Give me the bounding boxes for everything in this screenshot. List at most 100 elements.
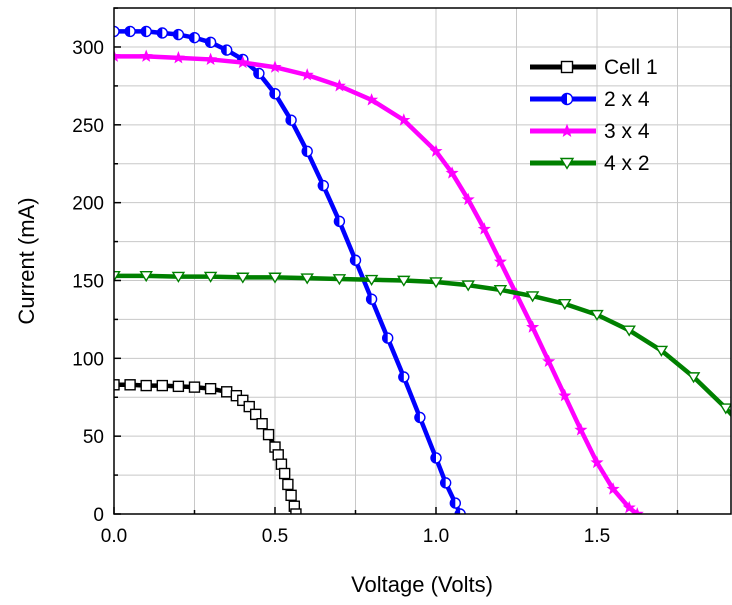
data-point-fill — [455, 509, 461, 514]
data-point — [654, 345, 669, 357]
legend-item: 4 x 2 — [530, 152, 650, 175]
data-point — [301, 145, 313, 157]
data-point — [171, 51, 185, 64]
data-point-fill — [561, 93, 567, 105]
data-point-fill — [253, 68, 259, 79]
data-point — [445, 166, 459, 179]
data-point — [449, 497, 462, 509]
data-point — [349, 254, 362, 266]
data-point — [220, 386, 233, 398]
data-point — [493, 254, 507, 268]
data-point-fill — [450, 498, 456, 509]
data-point — [236, 272, 250, 284]
data-point — [686, 372, 701, 384]
legend-item: 2 x 4 — [530, 88, 650, 111]
data-point — [139, 49, 153, 62]
data-point-fill — [173, 29, 179, 40]
series-4x2 — [114, 271, 731, 418]
data-point — [493, 285, 508, 297]
x-tick-label: 0.0 — [101, 526, 127, 547]
data-point — [317, 179, 329, 192]
series-2x4 — [114, 25, 466, 514]
data-point — [365, 93, 379, 106]
data-point — [278, 467, 291, 480]
data-point — [414, 411, 426, 424]
data-point-fill — [334, 216, 340, 227]
data-point — [204, 52, 218, 65]
data-point — [719, 403, 731, 415]
x-tick-label: 0.5 — [262, 526, 288, 547]
data-point — [430, 452, 442, 464]
ticks — [113, 7, 679, 515]
data-point — [268, 272, 282, 284]
legend-item: 3 x 4 — [530, 120, 650, 143]
data-point — [429, 277, 443, 289]
data-point — [397, 275, 411, 287]
data-point — [268, 60, 282, 73]
data-point — [300, 68, 314, 81]
y-tick-label: 200 — [72, 194, 104, 215]
data-point — [140, 379, 152, 392]
data-point — [398, 371, 410, 383]
data-point — [171, 271, 186, 283]
data-point — [590, 309, 604, 322]
tick-labels: 0.00.51.01.52.0050100150200250300 — [72, 38, 610, 547]
data-point — [454, 508, 466, 514]
data-point — [114, 379, 120, 391]
data-point — [249, 408, 262, 421]
data-point — [290, 508, 302, 514]
data-point — [236, 55, 250, 69]
data-point — [559, 157, 575, 170]
data-point-fill — [205, 37, 211, 48]
data-point-fill — [414, 412, 420, 423]
data-point — [204, 382, 217, 395]
data-point — [622, 325, 636, 337]
x-tick-label: 1.5 — [584, 526, 610, 547]
data-point — [285, 489, 297, 502]
plot-area — [114, 8, 731, 514]
data-point — [237, 394, 249, 407]
data-point-fill — [270, 88, 275, 99]
data-point — [172, 380, 185, 393]
data-point — [243, 400, 255, 413]
series-cell1 — [114, 379, 302, 514]
data-point — [332, 274, 347, 286]
data-point — [269, 87, 281, 100]
series-3x4 — [114, 49, 644, 514]
data-point — [606, 482, 620, 495]
data-point — [397, 113, 411, 126]
data-point-fill — [431, 452, 436, 463]
data-point — [220, 44, 233, 56]
data-point-fill — [382, 333, 388, 344]
legend-label: 3 x 4 — [604, 120, 650, 143]
series-line — [114, 54, 640, 514]
series-layer — [114, 25, 731, 514]
data-point — [285, 114, 297, 126]
data-point — [203, 271, 218, 283]
data-point — [558, 388, 572, 402]
data-point — [272, 449, 284, 461]
data-point — [114, 25, 120, 38]
data-point — [542, 354, 556, 367]
data-point — [461, 280, 475, 292]
x-axis-title: Voltage (Volts) — [351, 572, 493, 597]
y-tick-label: 0 — [93, 505, 104, 526]
data-point — [560, 60, 574, 74]
data-point — [560, 123, 574, 137]
data-point — [526, 320, 540, 333]
data-point-fill — [440, 477, 446, 488]
data-point — [256, 418, 268, 430]
data-point — [188, 31, 201, 44]
data-point-fill — [157, 27, 163, 38]
data-point — [558, 299, 572, 311]
legend-item: Cell 1 — [530, 56, 658, 79]
plot-frame — [113, 7, 732, 515]
data-point — [188, 381, 201, 393]
data-point — [114, 49, 121, 62]
data-point-ring — [114, 25, 120, 38]
legend-label: 4 x 2 — [604, 152, 650, 175]
data-point — [124, 25, 136, 38]
data-point — [140, 25, 152, 38]
y-tick-label: 150 — [72, 271, 104, 292]
